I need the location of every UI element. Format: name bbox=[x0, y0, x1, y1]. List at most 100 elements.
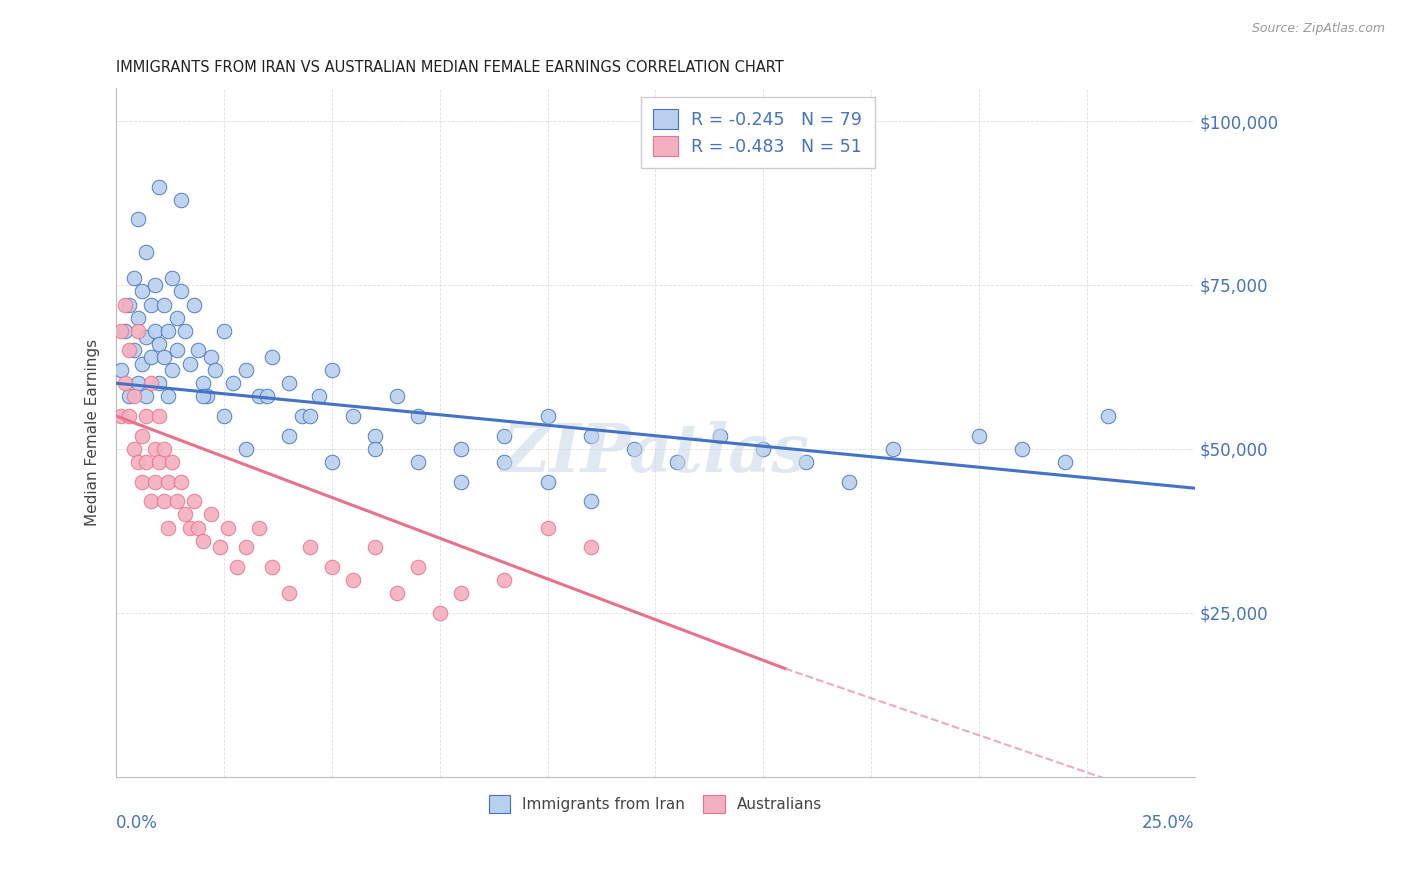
Point bbox=[342, 573, 364, 587]
Point bbox=[226, 559, 249, 574]
Point bbox=[579, 494, 602, 508]
Point bbox=[118, 343, 141, 358]
Point bbox=[131, 475, 153, 489]
Point bbox=[260, 559, 283, 574]
Point bbox=[277, 586, 299, 600]
Point bbox=[195, 389, 218, 403]
Point bbox=[122, 271, 145, 285]
Point bbox=[291, 409, 314, 423]
Point bbox=[752, 442, 775, 456]
Point bbox=[170, 475, 193, 489]
Point bbox=[191, 389, 214, 403]
Point bbox=[579, 428, 602, 442]
Point bbox=[110, 409, 132, 423]
Point bbox=[127, 212, 149, 227]
Point bbox=[118, 409, 141, 423]
Point bbox=[212, 409, 235, 423]
Point bbox=[179, 357, 201, 371]
Point bbox=[364, 540, 387, 554]
Point bbox=[139, 350, 162, 364]
Point bbox=[166, 310, 188, 325]
Point bbox=[342, 409, 364, 423]
Point bbox=[135, 330, 157, 344]
Point bbox=[179, 520, 201, 534]
Point bbox=[208, 540, 231, 554]
Point bbox=[494, 573, 516, 587]
Point bbox=[1011, 442, 1033, 456]
Point bbox=[450, 442, 472, 456]
Point bbox=[170, 193, 193, 207]
Point bbox=[122, 442, 145, 456]
Point bbox=[385, 389, 408, 403]
Point bbox=[536, 475, 558, 489]
Text: 25.0%: 25.0% bbox=[1142, 814, 1195, 832]
Point bbox=[143, 475, 166, 489]
Point bbox=[882, 442, 904, 456]
Point bbox=[143, 277, 166, 292]
Point bbox=[174, 508, 197, 522]
Point bbox=[127, 324, 149, 338]
Point bbox=[277, 376, 299, 391]
Point bbox=[299, 540, 322, 554]
Point bbox=[308, 389, 330, 403]
Point bbox=[148, 179, 170, 194]
Point bbox=[152, 297, 174, 311]
Point bbox=[114, 297, 136, 311]
Point bbox=[1097, 409, 1119, 423]
Point bbox=[118, 389, 141, 403]
Point bbox=[143, 442, 166, 456]
Point bbox=[162, 271, 184, 285]
Point bbox=[247, 389, 270, 403]
Point bbox=[157, 475, 180, 489]
Point bbox=[321, 455, 343, 469]
Point bbox=[321, 363, 343, 377]
Text: 0.0%: 0.0% bbox=[117, 814, 157, 832]
Point bbox=[152, 494, 174, 508]
Point bbox=[183, 297, 205, 311]
Point bbox=[148, 337, 170, 351]
Point bbox=[157, 389, 180, 403]
Point bbox=[364, 442, 387, 456]
Point bbox=[450, 475, 472, 489]
Point bbox=[135, 455, 157, 469]
Point bbox=[135, 389, 157, 403]
Point bbox=[406, 409, 429, 423]
Text: Source: ZipAtlas.com: Source: ZipAtlas.com bbox=[1251, 22, 1385, 36]
Point bbox=[191, 533, 214, 548]
Point bbox=[118, 297, 141, 311]
Point bbox=[110, 324, 132, 338]
Point bbox=[321, 559, 343, 574]
Point bbox=[277, 428, 299, 442]
Point bbox=[127, 376, 149, 391]
Point bbox=[131, 285, 153, 299]
Point bbox=[187, 520, 209, 534]
Point bbox=[139, 494, 162, 508]
Point bbox=[187, 343, 209, 358]
Text: IMMIGRANTS FROM IRAN VS AUSTRALIAN MEDIAN FEMALE EARNINGS CORRELATION CHART: IMMIGRANTS FROM IRAN VS AUSTRALIAN MEDIA… bbox=[117, 60, 785, 75]
Point bbox=[200, 350, 222, 364]
Point bbox=[148, 455, 170, 469]
Point bbox=[494, 428, 516, 442]
Point bbox=[665, 455, 688, 469]
Point bbox=[222, 376, 245, 391]
Point bbox=[235, 540, 257, 554]
Point bbox=[247, 520, 270, 534]
Point bbox=[157, 520, 180, 534]
Point bbox=[235, 442, 257, 456]
Point bbox=[212, 324, 235, 338]
Point bbox=[135, 245, 157, 260]
Point bbox=[967, 428, 990, 442]
Point bbox=[406, 559, 429, 574]
Point bbox=[166, 343, 188, 358]
Point bbox=[364, 428, 387, 442]
Point bbox=[139, 376, 162, 391]
Point bbox=[135, 409, 157, 423]
Point bbox=[256, 389, 278, 403]
Point bbox=[166, 494, 188, 508]
Point bbox=[709, 428, 731, 442]
Point bbox=[139, 297, 162, 311]
Point bbox=[114, 376, 136, 391]
Point bbox=[148, 409, 170, 423]
Point bbox=[494, 455, 516, 469]
Point bbox=[536, 409, 558, 423]
